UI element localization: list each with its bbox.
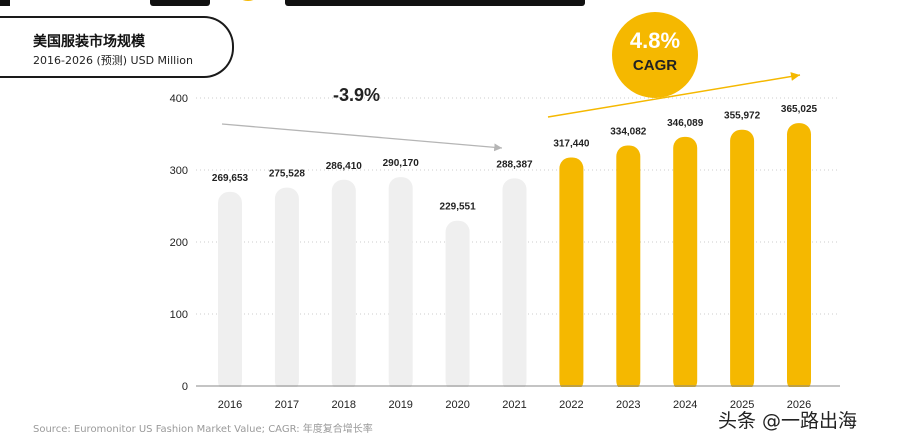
data-label: 269,653 xyxy=(212,173,249,184)
x-tick-label: 2021 xyxy=(502,399,526,411)
x-tick-label: 2024 xyxy=(673,399,697,411)
bar xyxy=(673,136,698,392)
x-tick-label: 2019 xyxy=(388,399,412,411)
cagr-label: CAGR xyxy=(632,57,678,74)
data-label: 334,082 xyxy=(610,126,647,137)
x-tick-label: 2017 xyxy=(275,399,299,411)
y-tick-label: 400 xyxy=(170,93,188,105)
x-tick-label: 2022 xyxy=(559,399,583,411)
y-tick-label: 200 xyxy=(170,237,188,249)
bar xyxy=(787,123,811,392)
bar xyxy=(274,187,299,392)
data-label: 275,528 xyxy=(269,169,306,180)
y-tick-label: 100 xyxy=(170,309,188,321)
x-tick-label: 2026 xyxy=(787,399,811,411)
data-label: 346,089 xyxy=(667,118,704,129)
data-label: 355,972 xyxy=(724,111,761,122)
bar xyxy=(218,191,242,392)
chart-subtitle: 2016-2026 (预测) USD Million xyxy=(33,54,193,67)
cagr-badge: 4.8% CAGR xyxy=(612,12,698,98)
bar xyxy=(730,129,755,392)
trend-arrow-historical xyxy=(221,123,503,152)
y-tick-label: 0 xyxy=(182,381,188,393)
data-label: 229,551 xyxy=(440,202,477,213)
decline-rate-label: -3.9% xyxy=(333,85,380,105)
y-tick-label: 300 xyxy=(170,165,188,177)
cagr-value: 4.8% xyxy=(629,28,681,53)
chart-title: 美国服装市场规模 xyxy=(33,34,145,50)
x-tick-label: 2025 xyxy=(730,399,754,411)
x-tick-label: 2023 xyxy=(616,399,640,411)
bar xyxy=(502,178,527,392)
bar xyxy=(331,179,356,392)
data-label: 288,387 xyxy=(496,159,533,170)
source-note: Source: Euromonitor US Fashion Market Va… xyxy=(33,424,373,435)
watermark: 头条 @一路出海 xyxy=(718,410,858,432)
trend-arrow-forecast xyxy=(547,72,801,118)
bar xyxy=(616,145,641,392)
chart-title-box xyxy=(0,16,234,78)
data-label: 317,440 xyxy=(553,138,590,149)
data-label: 365,025 xyxy=(781,104,818,115)
bar xyxy=(559,157,584,392)
data-label: 286,410 xyxy=(326,161,363,172)
axis-mask xyxy=(196,387,840,395)
x-tick-label: 2018 xyxy=(332,399,356,411)
bar xyxy=(388,177,413,392)
bar xyxy=(445,220,470,392)
data-label: 290,170 xyxy=(383,158,420,169)
cropped-slide-heading xyxy=(0,0,899,6)
x-tick-label: 2020 xyxy=(445,399,469,411)
x-tick-label: 2016 xyxy=(218,399,242,411)
